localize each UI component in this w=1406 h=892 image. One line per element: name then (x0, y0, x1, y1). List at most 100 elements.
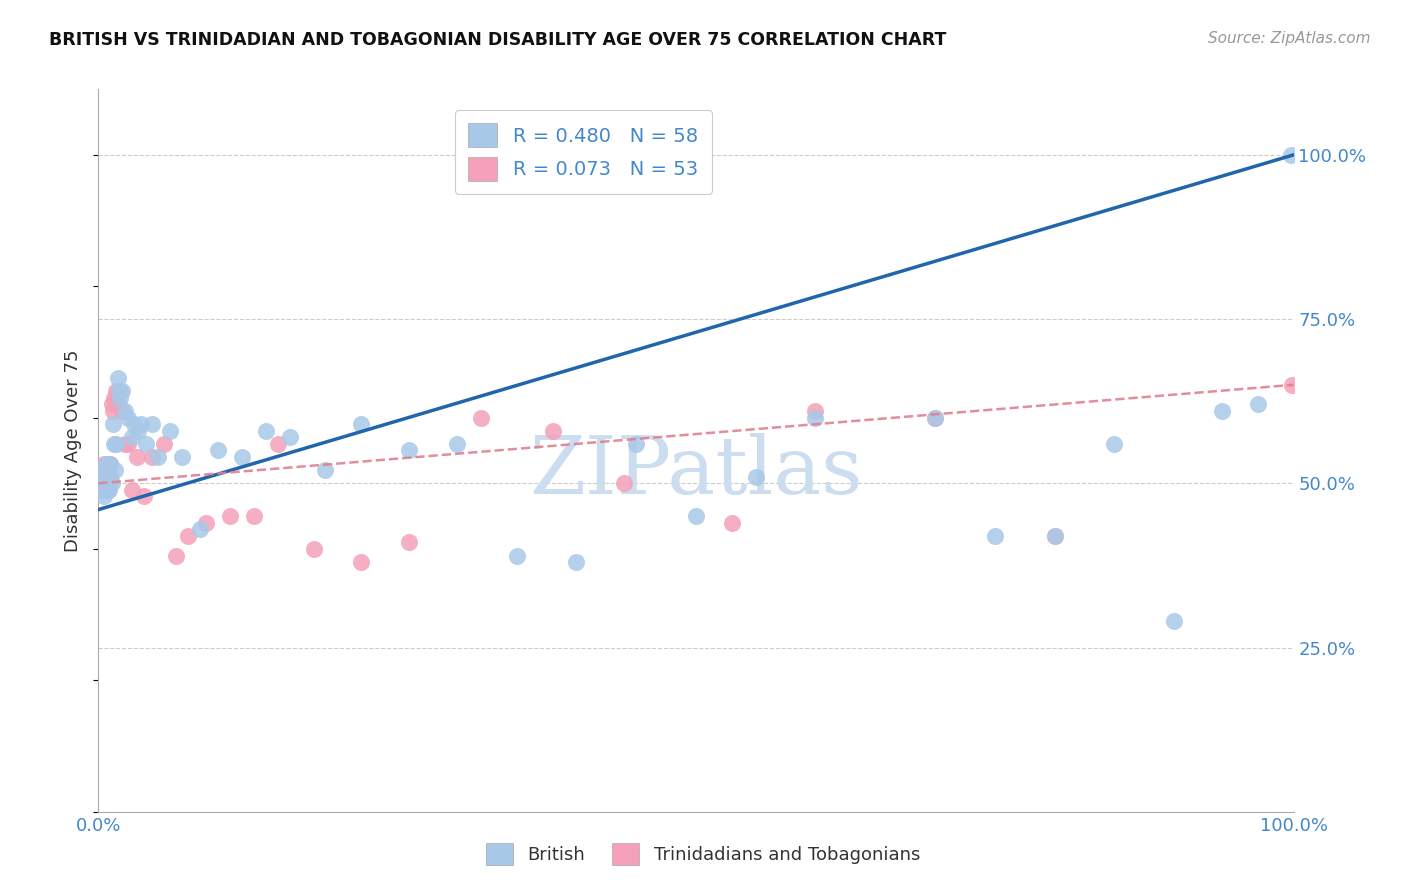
Point (1104, 437, 1126, 451)
Point (267, 437, 290, 451)
Point (398, 443, 420, 458)
Point (541, 424, 564, 438)
Point (111, 384, 134, 399)
Point (121, 430, 143, 444)
Point (96, 483, 118, 497)
Point (243, 509, 266, 524)
Point (924, 410, 946, 425)
Point (1247, 397, 1270, 411)
Point (91, 463, 114, 477)
Point (470, 410, 492, 425)
Point (100, 476, 122, 491)
Point (446, 437, 468, 451)
Point (398, 535, 420, 549)
Point (91, 483, 114, 497)
Point (924, 410, 946, 425)
Text: ZIPatlas: ZIPatlas (529, 434, 863, 511)
Point (117, 437, 139, 451)
Point (153, 437, 176, 451)
Point (103, 391, 125, 405)
Point (506, 549, 529, 563)
Point (93, 490, 115, 504)
Point (98, 469, 121, 483)
Point (104, 463, 127, 477)
Point (105, 437, 128, 451)
Point (91, 469, 114, 483)
Point (195, 516, 218, 530)
Point (125, 450, 148, 464)
Point (107, 371, 129, 385)
Point (91, 469, 114, 483)
Point (1043, 529, 1066, 543)
Point (207, 443, 229, 458)
Point (97, 483, 120, 497)
Point (94, 469, 117, 483)
Point (350, 417, 373, 432)
Point (219, 509, 242, 524)
Point (254, 424, 277, 438)
Point (114, 437, 136, 451)
Point (96, 469, 118, 483)
Point (96, 457, 118, 471)
Point (94, 457, 117, 471)
Text: BRITISH VS TRINIDADIAN AND TOBAGONIAN DISABILITY AGE OVER 75 CORRELATION CHART: BRITISH VS TRINIDADIAN AND TOBAGONIAN DI… (49, 31, 946, 49)
Point (278, 430, 301, 444)
Point (94, 469, 117, 483)
Point (721, 516, 744, 530)
Point (93, 476, 115, 491)
Point (91, 463, 114, 477)
Point (127, 424, 149, 438)
Point (121, 483, 143, 497)
Point (94, 476, 117, 491)
Point (97, 457, 120, 471)
Point (98, 469, 122, 483)
Point (141, 417, 163, 432)
Point (1163, 614, 1185, 628)
Point (105, 384, 128, 399)
Point (188, 522, 211, 536)
Point (315, 463, 337, 477)
Point (132, 490, 155, 504)
Point (984, 529, 1007, 543)
Point (141, 450, 163, 464)
Point (93, 469, 115, 483)
Point (107, 384, 129, 399)
Point (804, 410, 827, 425)
Point (613, 476, 636, 491)
Point (98, 476, 122, 491)
Point (96, 483, 118, 497)
Point (172, 450, 194, 464)
Point (97, 463, 120, 477)
Point (98, 469, 121, 483)
Point (745, 469, 768, 483)
Point (108, 391, 131, 405)
Text: Source: ZipAtlas.com: Source: ZipAtlas.com (1208, 31, 1371, 46)
Point (114, 404, 136, 418)
Point (107, 397, 129, 411)
Point (148, 450, 170, 464)
Point (1043, 529, 1066, 543)
Point (91, 469, 114, 483)
Point (231, 450, 253, 464)
Point (177, 529, 200, 543)
Point (108, 384, 131, 399)
Point (98, 483, 121, 497)
Point (101, 417, 124, 432)
Point (685, 509, 707, 524)
Y-axis label: Disability Age Over 75: Disability Age Over 75 (65, 349, 83, 552)
Point (96, 476, 118, 491)
Point (97, 469, 120, 483)
Point (1279, 148, 1302, 162)
Point (117, 410, 139, 425)
Point (124, 417, 146, 432)
Point (804, 404, 827, 418)
Point (111, 404, 134, 418)
Point (93, 457, 115, 471)
Point (97, 476, 120, 491)
Point (98, 457, 122, 471)
Point (91, 476, 114, 491)
Point (98, 457, 122, 471)
Point (1281, 377, 1303, 392)
Point (165, 549, 187, 563)
Point (103, 437, 125, 451)
